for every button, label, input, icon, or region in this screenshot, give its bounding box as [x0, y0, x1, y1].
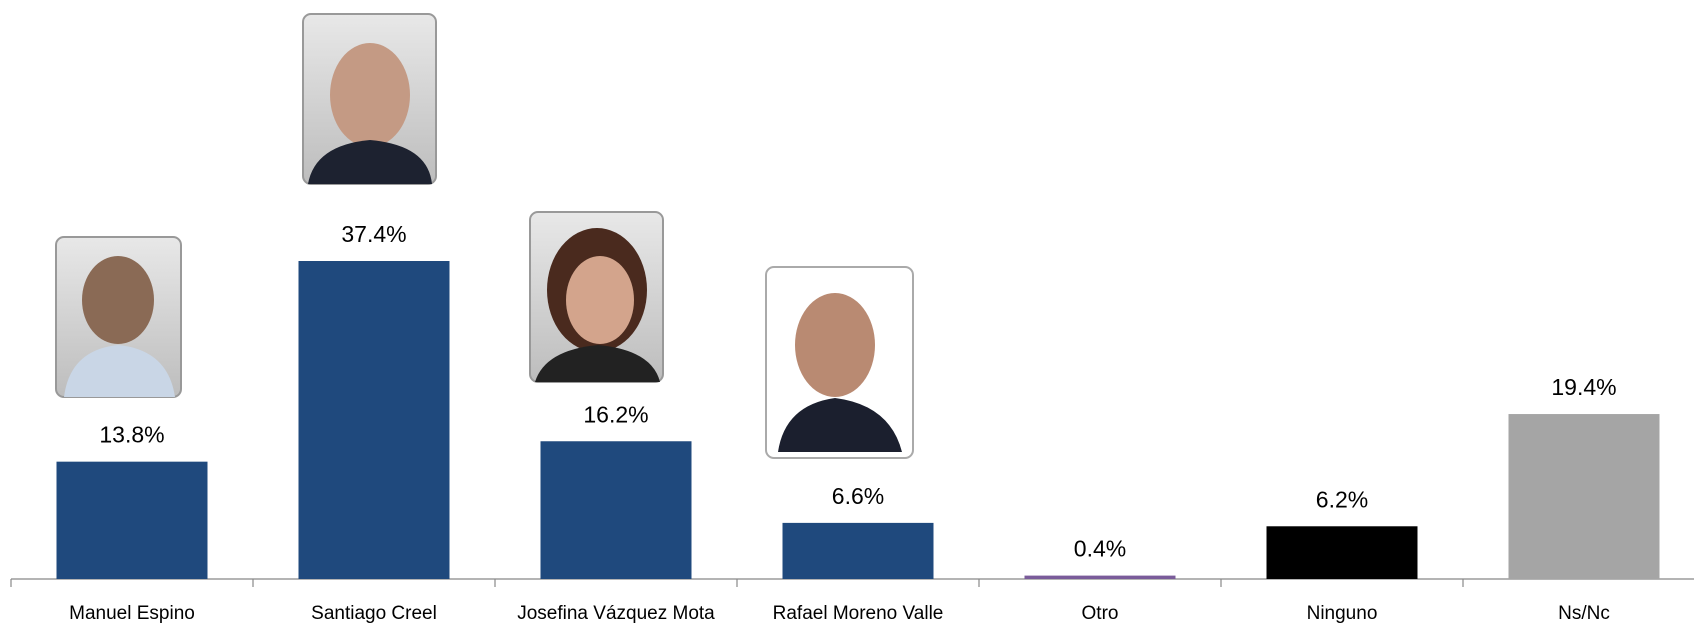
x-tick-label: Manuel Espino — [69, 603, 195, 624]
value-label: 19.4% — [1551, 374, 1616, 400]
value-label: 6.2% — [1316, 486, 1368, 512]
value-label: 13.8% — [99, 422, 164, 448]
bar — [1509, 414, 1660, 579]
x-tick-label: Ns/Nc — [1558, 603, 1610, 624]
value-label: 16.2% — [583, 401, 648, 427]
bar — [783, 523, 934, 579]
x-tick-label: Santiago Creel — [311, 603, 437, 624]
value-label: 0.4% — [1074, 536, 1126, 562]
value-label: 37.4% — [341, 221, 406, 247]
bar — [1025, 576, 1176, 579]
chart: Manuel Espino 13.8% Santiago Creel 37.4% Jos… — [0, 0, 1694, 627]
x-tick-label: Rafael Moreno Valle — [773, 603, 944, 624]
x-tick-label: Josefina Vázquez Mota — [517, 603, 715, 624]
photo — [530, 212, 663, 382]
value-label: 6.6% — [832, 483, 884, 509]
bar — [299, 261, 450, 579]
photo — [766, 267, 913, 458]
bar — [1267, 526, 1418, 579]
x-tick-label: Ninguno — [1307, 603, 1378, 624]
bar — [57, 462, 208, 579]
x-tick-label: Otro — [1082, 603, 1119, 624]
bar — [541, 441, 692, 579]
photo — [56, 237, 181, 397]
photo — [303, 14, 436, 184]
